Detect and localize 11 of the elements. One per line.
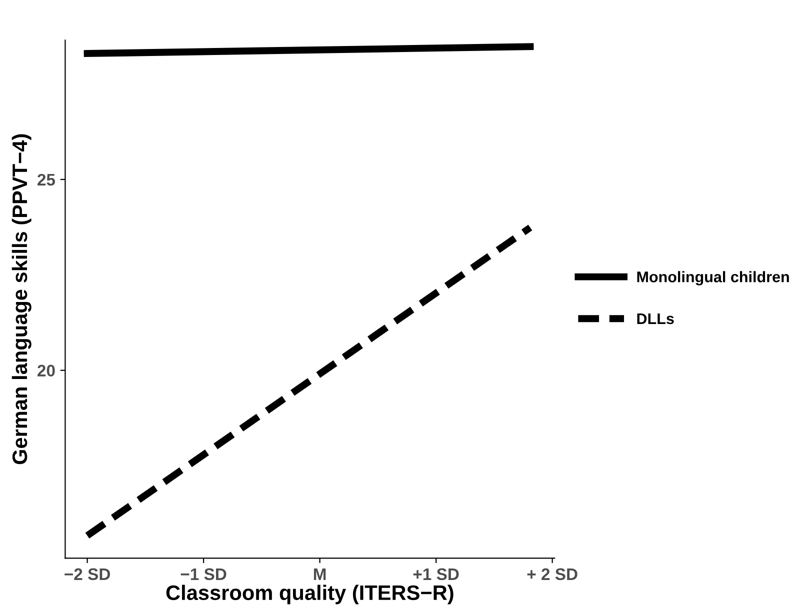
y-tick-label: 25	[38, 174, 56, 186]
x-axis-title: Classroom quality (ITERS−R)	[166, 584, 454, 604]
y-axis-title: German language skills (PPVT−4)	[12, 134, 32, 464]
legend-label: DLLs	[637, 313, 674, 324]
x-tick-label: −2 SD	[64, 568, 110, 580]
y-tick-label: 20	[38, 364, 55, 377]
legend-label: Monolingual children	[637, 271, 789, 286]
x-tick-label: + 2 SD	[527, 568, 578, 580]
x-tick-label: −1 SD	[180, 568, 226, 580]
x-tick-label: +1 SD	[413, 568, 459, 580]
x-tick-label: M	[314, 568, 326, 580]
